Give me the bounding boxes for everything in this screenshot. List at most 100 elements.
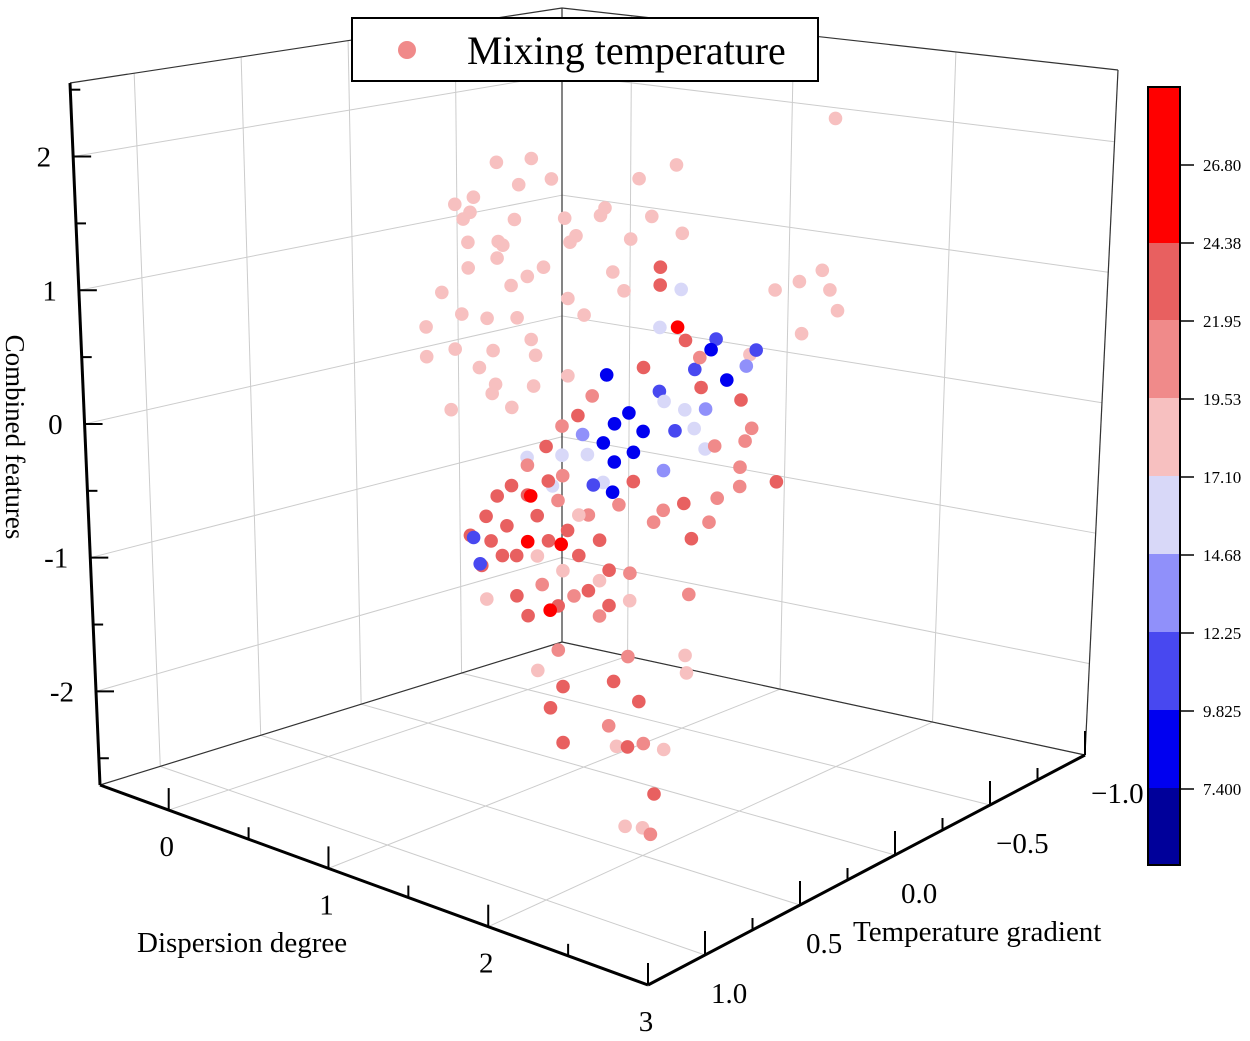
data-point [461,261,476,275]
data-point [535,577,549,592]
floor-grid-line [488,721,933,928]
data-point [792,274,807,289]
colorbar-band [1148,476,1180,554]
data-point [486,343,500,358]
data-point [675,226,690,241]
data-point [607,417,622,431]
colorbar-tick-label: 14.68 [1203,546,1241,565]
right-wall-grid-line [561,436,1096,534]
data-point [484,534,498,548]
data-point [531,663,545,678]
data-points [419,111,845,842]
x-axis-line [99,783,649,987]
data-point [585,389,599,403]
data-point [528,348,543,363]
data-point [684,531,699,546]
data-point [623,232,638,246]
floor-grid-line [328,688,781,869]
data-point [687,421,701,436]
data-point [504,278,518,293]
legend-marker [398,41,416,59]
data-point [520,458,535,473]
data-point [544,172,559,186]
z-axis-label: Combined features [0,335,30,540]
data-point [569,229,583,243]
x-tick-label: 0 [159,831,174,863]
right-wall-grid-line [561,194,1109,273]
data-point [521,608,535,623]
grid-lines [73,8,1119,986]
data-point [623,566,637,580]
z-tick-label: 2 [37,142,52,174]
data-point [617,284,631,298]
data-point [555,468,570,483]
data-point [646,515,661,529]
data-point [626,474,641,489]
y-tick-label: −0.5 [996,828,1049,860]
colorbar-band [1148,320,1180,398]
data-point [693,350,707,365]
data-point [830,303,845,318]
colorbar-band [1148,632,1180,710]
frame-edge [561,641,1086,756]
data-point [622,406,636,420]
data-point [561,369,575,383]
y-tick-label: 0.0 [901,878,937,910]
data-point [823,283,837,297]
right-wall-grid-line [932,51,957,723]
left-wall-grid-line [95,556,563,692]
colorbar-tick-label: 19.53 [1203,390,1241,409]
data-point [571,408,585,423]
data-point [543,701,558,715]
data-point [626,445,641,460]
data-point [507,212,522,227]
colorbar-band [1148,87,1180,243]
data-point [643,827,658,842]
data-point [489,155,504,170]
right-wall-grid-line [561,73,1115,143]
data-point [707,439,722,453]
data-point [656,463,671,478]
data-point [456,212,470,226]
data-point [596,436,611,450]
z-tick-label: 1 [42,275,57,307]
data-point [586,478,601,492]
data-point [524,151,539,166]
data-point [490,489,505,503]
data-point [599,368,614,382]
left-wall-grid-line [90,436,563,559]
y-tick-label: 0.5 [806,928,842,960]
data-point [768,283,782,297]
data-point [622,593,637,608]
data-point [656,742,671,757]
data-point [828,111,843,126]
data-point [520,269,535,284]
data-point [709,332,723,346]
data-point [575,427,590,442]
data-point [592,533,607,547]
data-point [557,211,572,225]
data-point [480,311,494,326]
data-point [645,209,659,224]
legend-box [351,17,819,82]
data-point [510,311,524,325]
data-point [555,448,569,463]
floor-grid-line [168,655,628,811]
floor-grid-line [360,703,896,856]
floor-grid-line [260,734,801,906]
data-point [732,479,747,494]
left-wall-grid-line [84,315,563,425]
data-point [678,648,692,663]
z-tick-label: -1 [44,543,68,575]
data-point [794,326,809,341]
data-point [612,498,626,512]
data-point [495,548,510,563]
x-tick-label: 3 [639,1006,654,1038]
data-point [602,598,616,613]
data-point [466,190,481,204]
data-point [657,394,671,409]
data-point [653,320,667,335]
data-point [435,285,449,300]
data-point [554,537,568,552]
